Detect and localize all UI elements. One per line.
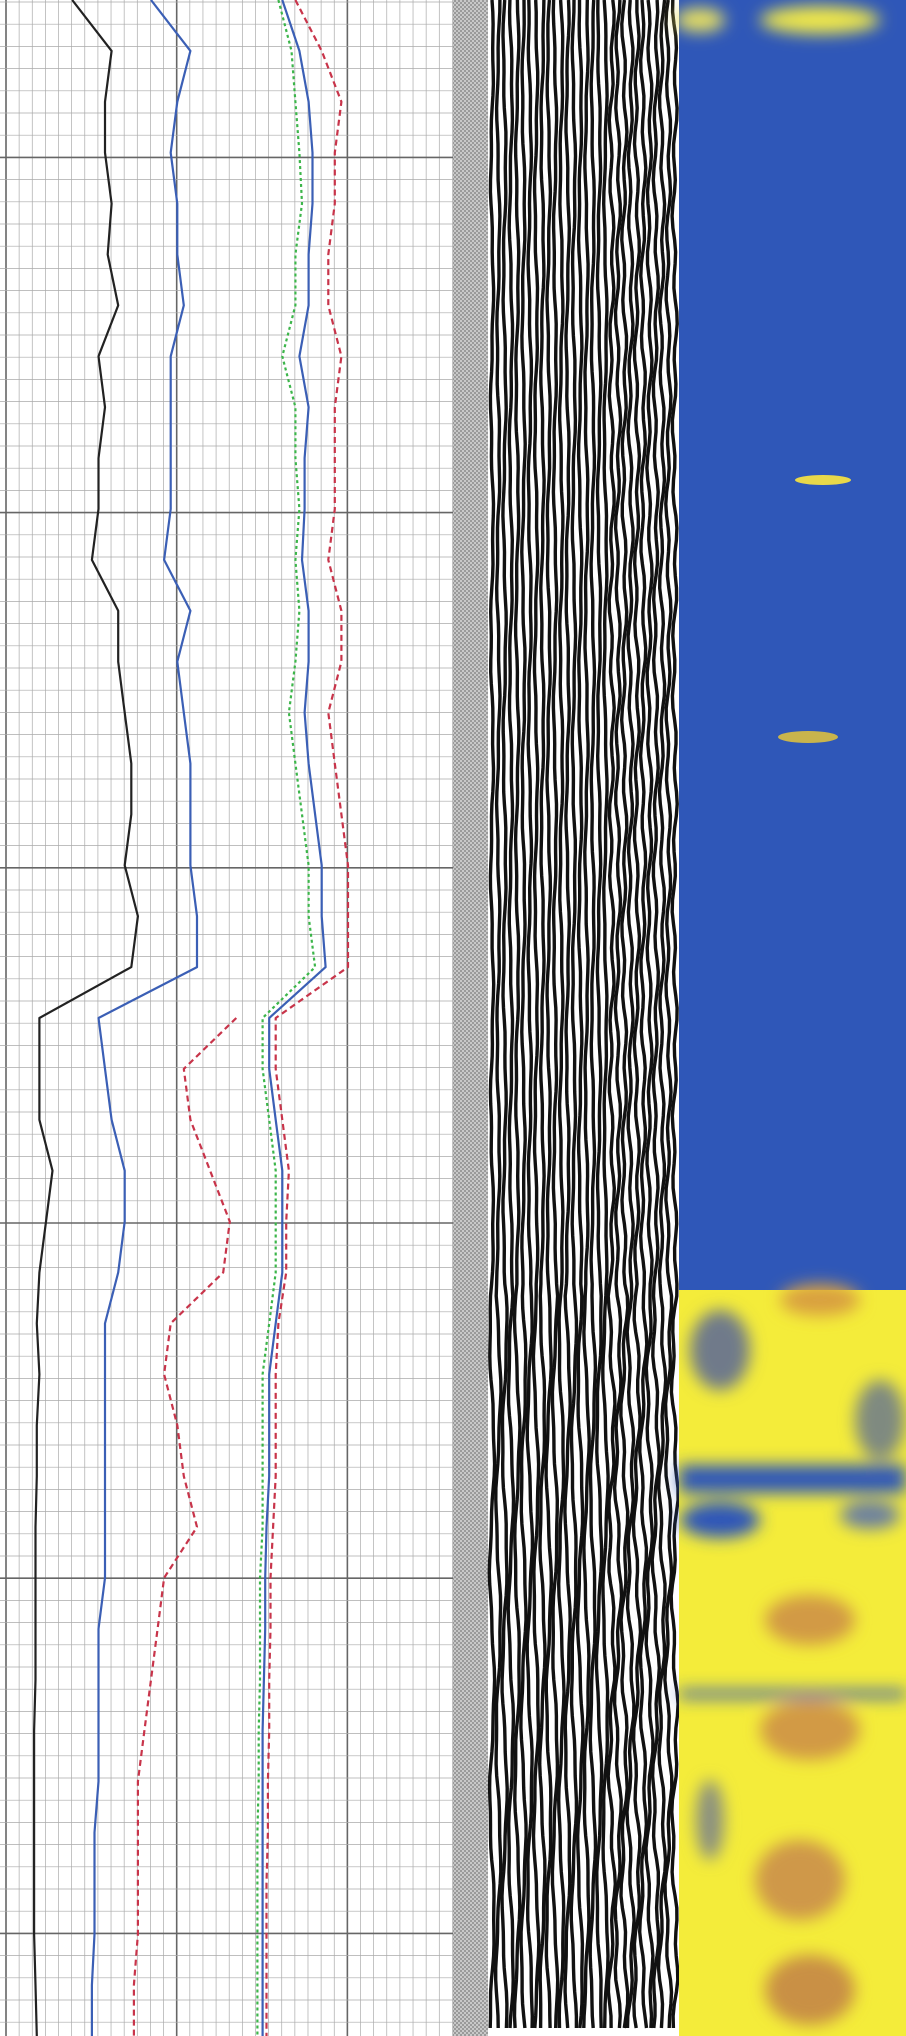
- wiggle-trace: [656, 0, 668, 2029]
- image-blob: [855, 1380, 905, 1460]
- image-blob: [840, 1501, 900, 1529]
- image-band: [679, 1690, 906, 1698]
- image-lens: [795, 475, 851, 485]
- image-blob: [760, 6, 880, 34]
- image-blob: [765, 1595, 855, 1645]
- wiggle-trace: [512, 0, 522, 2029]
- wiggle-trace: [588, 0, 598, 2029]
- curves: [33, 0, 350, 2036]
- wiggle-trace: [487, 0, 497, 2029]
- wiggle-trace: [625, 0, 636, 2029]
- log-curve: [132, 1017, 238, 2036]
- wiggle-trace: [519, 0, 528, 2029]
- wiggle-trace: [650, 0, 662, 2029]
- wiggle-trace: [550, 0, 560, 2029]
- image-blob: [765, 1955, 855, 2025]
- image-features: [675, 6, 906, 2025]
- wiggle-trace: [631, 0, 643, 2029]
- track-background: [0, 0, 453, 2036]
- wiggle-trace: [537, 0, 547, 2029]
- wiggle-trace: [582, 0, 591, 2029]
- wiggle-trace: [612, 0, 624, 2029]
- wiggle-trace: [563, 0, 572, 2029]
- wiggle-trace: [569, 0, 579, 2028]
- image-lens: [778, 731, 838, 743]
- wiggle-trace: [601, 0, 610, 2029]
- image-band: [679, 1465, 906, 1493]
- wiggle-trace: [644, 0, 655, 2029]
- wiggle-trace: [544, 0, 554, 2029]
- grid: [0, 0, 453, 2036]
- wiggle-trace: [606, 0, 618, 2029]
- wiggle-trace: [500, 0, 509, 2029]
- image-track: [675, 0, 906, 2036]
- depth-strip: [453, 0, 488, 2036]
- image-blob: [696, 1780, 724, 1860]
- wiggle-traces: [487, 0, 680, 2029]
- log-curve: [33, 0, 139, 2036]
- log-curve: [265, 0, 350, 2036]
- log-curve: [261, 0, 327, 2036]
- wiggle-trace: [525, 0, 535, 2029]
- wiggle-trace: [506, 0, 516, 2029]
- wiggle-trace: [619, 0, 630, 2029]
- image-blob: [675, 8, 725, 32]
- log-curve: [256, 0, 317, 2036]
- image-blue: [679, 0, 906, 1290]
- image-blob: [760, 1700, 860, 1760]
- wiggle-trace: [556, 0, 566, 2029]
- wiggle-trace: [663, 0, 674, 2029]
- wiggle-trace: [575, 0, 585, 2029]
- image-blob: [690, 1310, 750, 1390]
- image-blob: [755, 1840, 845, 1920]
- wiggle-trace: [637, 0, 649, 2029]
- wiggle-trace: [494, 0, 503, 2029]
- wiggle-trace: [531, 0, 541, 2029]
- wiggle-trace: [594, 0, 604, 2029]
- wiggle-trace: [669, 0, 680, 2029]
- log-curve: [90, 0, 199, 2036]
- image-blob: [780, 1284, 860, 1316]
- image-blob: [680, 1502, 760, 1538]
